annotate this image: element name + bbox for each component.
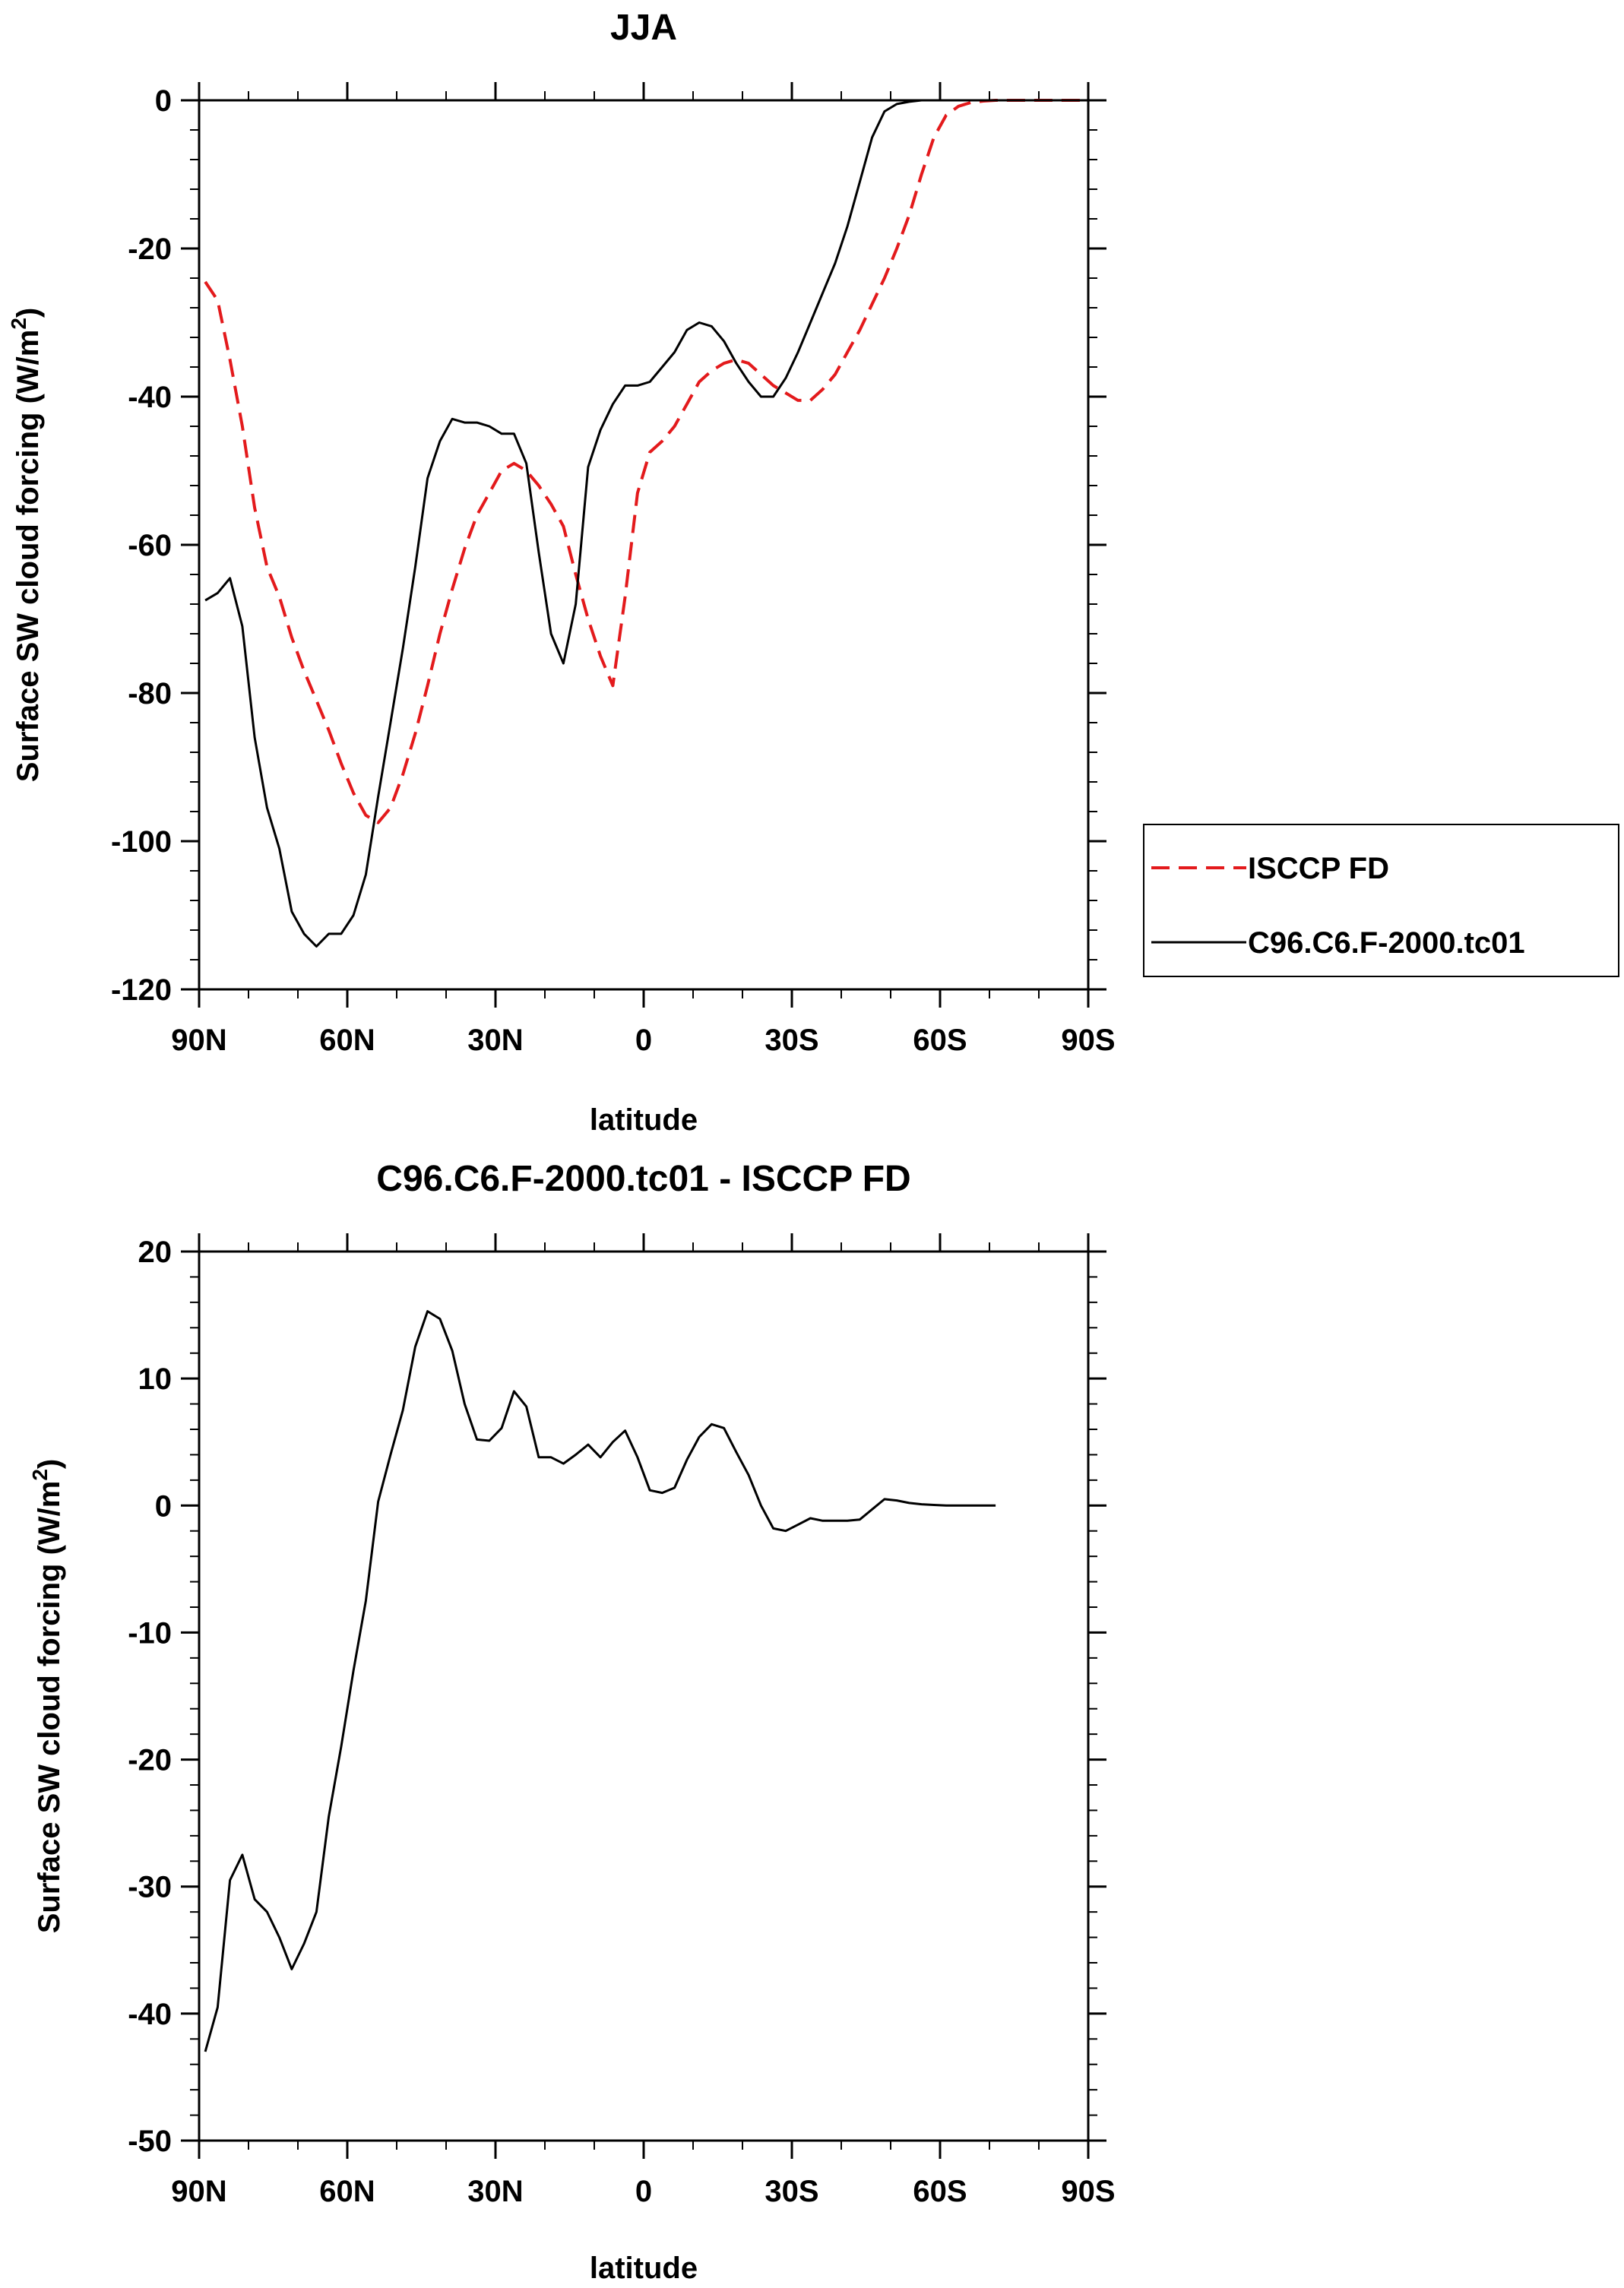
bottom-x-tick-label: 90N <box>171 2175 226 2208</box>
top-y-tick-label: -100 <box>111 825 172 859</box>
bottom-chart-title: C96.C6.F-2000.tc01 - ISCCP FD <box>376 1159 910 1199</box>
bottom-y-axis-label-main: Surface SW cloud forcing (W/m <box>33 1481 66 1934</box>
top-x-tick-label: 60S <box>913 1024 967 1057</box>
legend-label-isccp: ISCCP FD <box>1248 852 1389 885</box>
top-x-tick-label: 90S <box>1061 1024 1115 1057</box>
bottom-panel: C96.C6.F-2000.tc01 - ISCCP FD 20100-10-2… <box>28 1159 1116 2285</box>
top-x-axis: 90N 60N 30N 0 30S 60S 90S <box>171 82 1116 1057</box>
bottom-x-tick-label: 0 <box>635 2175 652 2208</box>
top-y-axis: 0 -20 -40 -60 -80 -100 -120 <box>111 84 1106 1007</box>
top-chart-title: JJA <box>610 8 677 48</box>
top-x-tick-label: 30N <box>467 1024 523 1057</box>
top-y-tick-label: -20 <box>128 233 172 266</box>
bottom-y-tick-label: 20 <box>138 1236 173 1269</box>
top-series-line-isccp-fd <box>204 99 1082 824</box>
bottom-y-tick-label: -50 <box>128 2125 172 2158</box>
top-x-tick-label: 90N <box>171 1024 226 1057</box>
legend-label-model: C96.C6.F-2000.tc01 <box>1248 926 1525 960</box>
top-x-tick-label: 60N <box>319 1024 375 1057</box>
bottom-x-axis: 90N 60N 30N 0 30S 60S 90S <box>171 1233 1116 2208</box>
top-y-axis-label: Surface SW cloud forcing (W/m2) <box>7 308 45 783</box>
bottom-x-tick-label: 30S <box>765 2175 818 2208</box>
top-y-tick-label: -80 <box>128 677 172 710</box>
legend: ISCCP FD C96.C6.F-2000.tc01 <box>1143 824 1619 977</box>
top-y-axis-label-main: Surface SW cloud forcing (W/m <box>11 330 45 783</box>
bottom-series-line-model <box>204 1310 996 2052</box>
bottom-y-axis: 20 10 0 -10 -20 -30 -40 -50 <box>128 1236 1106 2158</box>
top-y-tick-label: -60 <box>128 529 172 562</box>
bottom-y-tick-label: 0 <box>155 1489 172 1523</box>
bottom-y-tick-label: -10 <box>128 1616 172 1650</box>
top-plot-frame <box>198 99 1090 991</box>
bottom-y-axis-label-end: ) <box>33 1459 66 1469</box>
top-y-axis-label-sup: 2 <box>7 318 30 330</box>
top-x-axis-label: latitude <box>590 1103 698 1137</box>
top-series-line-model <box>204 99 1082 948</box>
bottom-x-axis-label: latitude <box>590 2252 698 2285</box>
bottom-x-tick-label: 60N <box>319 2175 375 2208</box>
bottom-y-tick-label: -20 <box>128 1744 172 1777</box>
bottom-y-axis-label: Surface SW cloud forcing (W/m2) <box>28 1459 66 1934</box>
top-x-tick-label: 30S <box>765 1024 818 1057</box>
bottom-x-tick-label: 90S <box>1061 2175 1115 2208</box>
top-y-tick-label: -40 <box>128 381 172 414</box>
top-y-tick-label: -120 <box>111 973 172 1007</box>
top-data-lines <box>204 99 1082 948</box>
bottom-y-tick-label: -40 <box>128 1998 172 2031</box>
bottom-plot-frame <box>198 1250 1090 2142</box>
bottom-x-tick-label: 60S <box>913 2175 967 2208</box>
bottom-y-axis-label-sup: 2 <box>28 1469 52 1481</box>
top-panel: JJA 0 -20 -40 -60 -80 -100 -120 90N 60N 30N 0 30S 6… <box>7 8 1619 1137</box>
top-y-axis-label-end: ) <box>11 308 45 318</box>
top-y-tick-label: 0 <box>155 84 172 118</box>
bottom-x-tick-label: 30N <box>467 2175 523 2208</box>
legend-box <box>1143 824 1619 977</box>
bottom-y-tick-label: -30 <box>128 1871 172 1904</box>
bottom-data-lines <box>204 1310 996 2052</box>
bottom-y-tick-label: 10 <box>138 1362 173 1396</box>
top-x-tick-label: 0 <box>635 1024 652 1057</box>
